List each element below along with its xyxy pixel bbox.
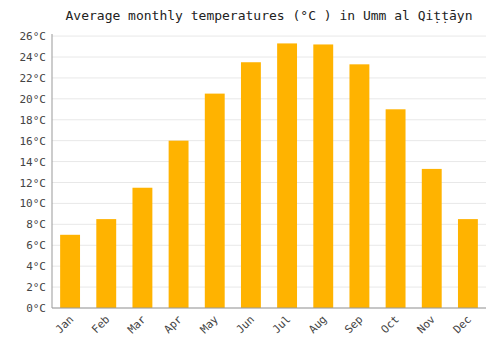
y-tick-label: 16°C <box>20 135 47 148</box>
x-tick-label: Apr <box>161 313 185 337</box>
grid-line <box>52 308 486 309</box>
bar <box>60 235 80 308</box>
grid-line <box>52 77 486 78</box>
x-tick-label: May <box>198 313 222 337</box>
y-tick-label: 26°C <box>20 30 47 43</box>
grid-line <box>52 287 486 288</box>
bar <box>96 219 116 308</box>
grid-line <box>52 140 486 141</box>
y-tick-label: 12°C <box>20 177 47 190</box>
y-tick-label: 18°C <box>20 114 47 127</box>
bar <box>205 94 225 308</box>
grid-line <box>52 224 486 225</box>
x-tick-label: Aug <box>306 313 329 336</box>
x-tick-label: Dec <box>451 313 474 336</box>
x-tick-label: Jan <box>53 313 76 336</box>
grid-line <box>52 119 486 120</box>
chart-container: Average monthly temperatures (°C ) in Um… <box>0 0 500 350</box>
y-tick-label: 4°C <box>26 260 46 273</box>
y-tick-label: 8°C <box>26 218 46 231</box>
grid-line <box>52 36 486 37</box>
bar <box>386 109 406 308</box>
grid-line <box>52 98 486 99</box>
y-tick-label: 20°C <box>20 93 47 106</box>
x-tick-label: Mar <box>125 313 149 337</box>
y-axis: 0°C 2°C 4°C 6°C 8°C 10°C 12°C 14°C 16°C 18°C 20°C 2… <box>20 30 53 315</box>
x-tick-label: Nov <box>415 313 439 337</box>
grid-line <box>52 57 486 58</box>
title: Average monthly temperatures (°C ) in Um… <box>66 8 473 23</box>
x-tick-label: Sep <box>342 313 365 336</box>
bar <box>241 62 261 308</box>
grid-line <box>52 161 486 162</box>
x-tick-label: Oct <box>378 313 401 336</box>
grid-line <box>52 266 486 267</box>
bar <box>422 169 442 308</box>
x-tick-label: Jun <box>234 313 257 336</box>
y-tick-label: 6°C <box>26 239 46 252</box>
x-tick-label: Feb <box>89 313 112 336</box>
y-tick-label: 14°C <box>20 156 47 169</box>
y-tick-label: 22°C <box>20 72 47 85</box>
chart-svg: Average monthly temperatures (°C ) in Um… <box>0 0 500 350</box>
bar <box>313 44 333 308</box>
y-tick-label: 10°C <box>20 197 47 210</box>
grid-line <box>52 203 486 204</box>
grid-line <box>52 182 486 183</box>
bars <box>60 43 478 308</box>
grid-line <box>52 245 486 246</box>
bar <box>132 188 152 308</box>
y-grid <box>52 36 486 308</box>
x-axis-line <box>52 308 486 309</box>
bar <box>277 43 297 308</box>
y-tick-label: 24°C <box>20 51 47 64</box>
y-axis-line <box>52 34 53 308</box>
x-axis: Jan Feb Mar Apr May Jun Jul Aug Sep Oct Nov Dec <box>52 308 486 336</box>
bar <box>458 219 478 308</box>
y-tick-label: 2°C <box>26 281 46 294</box>
bar <box>349 64 369 308</box>
x-tick-label: Jul <box>270 313 293 336</box>
bar <box>169 141 189 308</box>
y-tick-label: 0°C <box>26 302 46 315</box>
